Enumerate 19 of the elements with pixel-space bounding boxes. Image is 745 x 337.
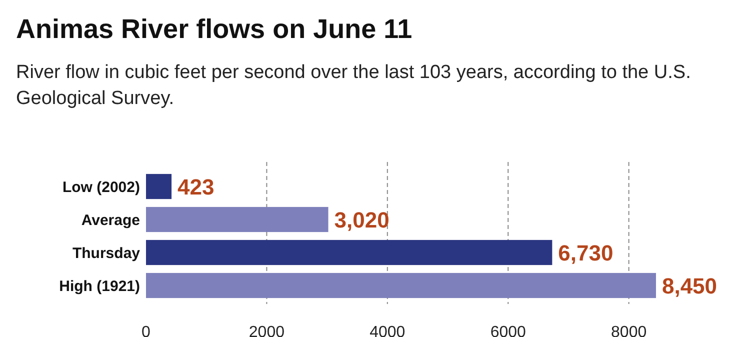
y-tick-label: Average	[81, 212, 140, 229]
data-label: 3,020	[334, 207, 390, 232]
x-tick-label: 8000	[611, 324, 647, 337]
x-tick-label: 0	[142, 324, 151, 337]
data-label: 8,450	[662, 273, 718, 298]
bar	[146, 240, 552, 266]
x-tick-label: 4000	[370, 324, 406, 337]
y-tick-label: Low (2002)	[62, 178, 140, 196]
x-tick-label: 2000	[248, 324, 285, 337]
data-label: 6,730	[558, 240, 614, 266]
chart-title: Animas River flows on June 11	[16, 14, 412, 44]
bar	[146, 174, 172, 200]
bar	[146, 272, 656, 298]
y-tick-label: High (1921)	[59, 278, 140, 295]
data-label: 423	[178, 174, 214, 200]
chart-subtitle: River flow in cubic feet per second over the last 103 years, according to the U.S. Geological Survey.	[16, 62, 691, 109]
y-tick-label: Thursday	[72, 244, 141, 262]
bar	[146, 206, 328, 232]
x-tick-label: 6000	[490, 324, 526, 337]
